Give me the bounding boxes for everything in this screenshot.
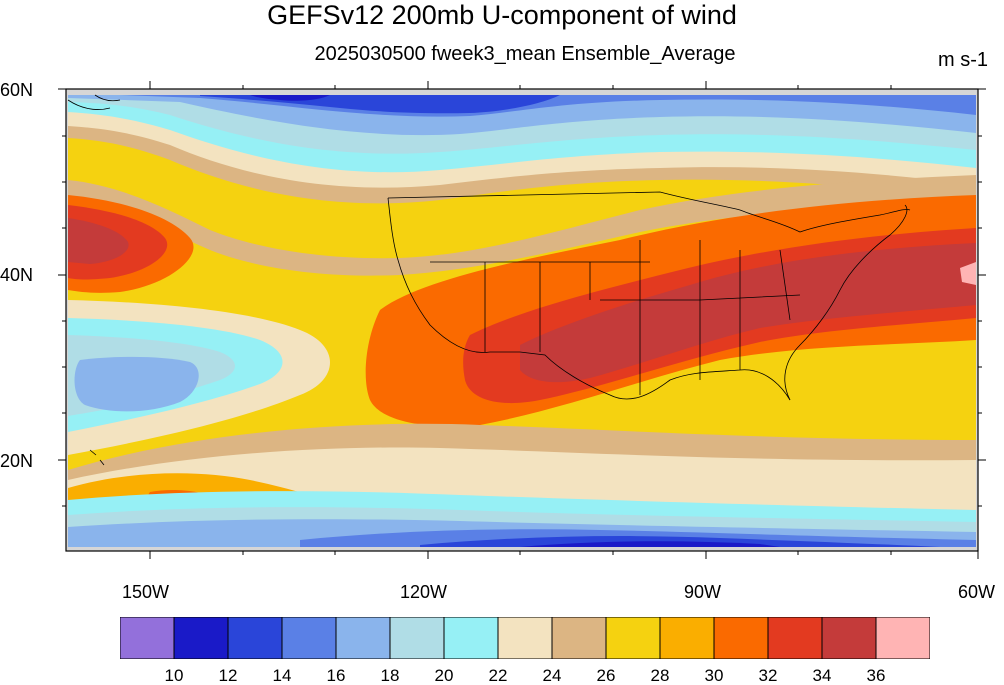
colorbar-label: 20 (434, 666, 454, 685)
map-title: GEFSv12 200mb U-component of wind (267, 0, 737, 30)
colorbar-swatch (173, 617, 229, 659)
colorbar-swatch (227, 617, 283, 659)
map-subtitle: 2025030500 fweek3_mean Ensemble_Average (314, 43, 736, 65)
colorbar-label: 18 (380, 666, 400, 685)
coastlines (67, 94, 911, 466)
lon-label-60w: 60W (958, 582, 996, 602)
colorbar-label: 10 (164, 666, 184, 685)
colorbar-label: 32 (758, 666, 778, 685)
colorbar-label: 30 (704, 666, 724, 685)
colorbar-label: 22 (488, 666, 508, 685)
map-frame (65, 88, 979, 552)
colorbar-swatch (659, 617, 715, 659)
lon-label-120w: 120W (400, 582, 448, 602)
colorbar (120, 617, 930, 659)
colorbar-label: 16 (326, 666, 346, 685)
wind-contours (66, 89, 978, 551)
colorbar-label: 34 (812, 666, 832, 685)
colorbar-swatch (821, 617, 877, 659)
colorbar-swatch (605, 617, 661, 659)
colorbar-label: 26 (596, 666, 616, 685)
lon-label-150w: 150W (122, 582, 170, 602)
lon-ticks (149, 81, 979, 559)
lat-label-40n: 40N (0, 265, 34, 285)
colorbar-swatch (875, 617, 930, 659)
colorbar-swatch (443, 617, 499, 659)
colorbar-swatch (767, 617, 823, 659)
colorbar-swatch (335, 617, 391, 659)
colorbar-swatch (120, 617, 175, 659)
lat-ticks (58, 88, 986, 507)
colorbar-label: 36 (866, 666, 886, 685)
colorbar-label: 28 (650, 666, 670, 685)
lon-label-90w: 90W (684, 582, 722, 602)
colorbar-label: 14 (272, 666, 292, 685)
lat-label-20n: 20N (0, 451, 34, 471)
colorbar-swatch (551, 617, 607, 659)
colorbar-label: 24 (542, 666, 562, 685)
colorbar-label: 12 (218, 666, 238, 685)
units-label: m s-1 (938, 49, 988, 71)
lat-label-60n: 60N (0, 80, 34, 100)
colorbar-swatch (497, 617, 553, 659)
colorbar-swatch (713, 617, 769, 659)
colorbar-swatch (389, 617, 445, 659)
colorbar-swatch (281, 617, 337, 659)
